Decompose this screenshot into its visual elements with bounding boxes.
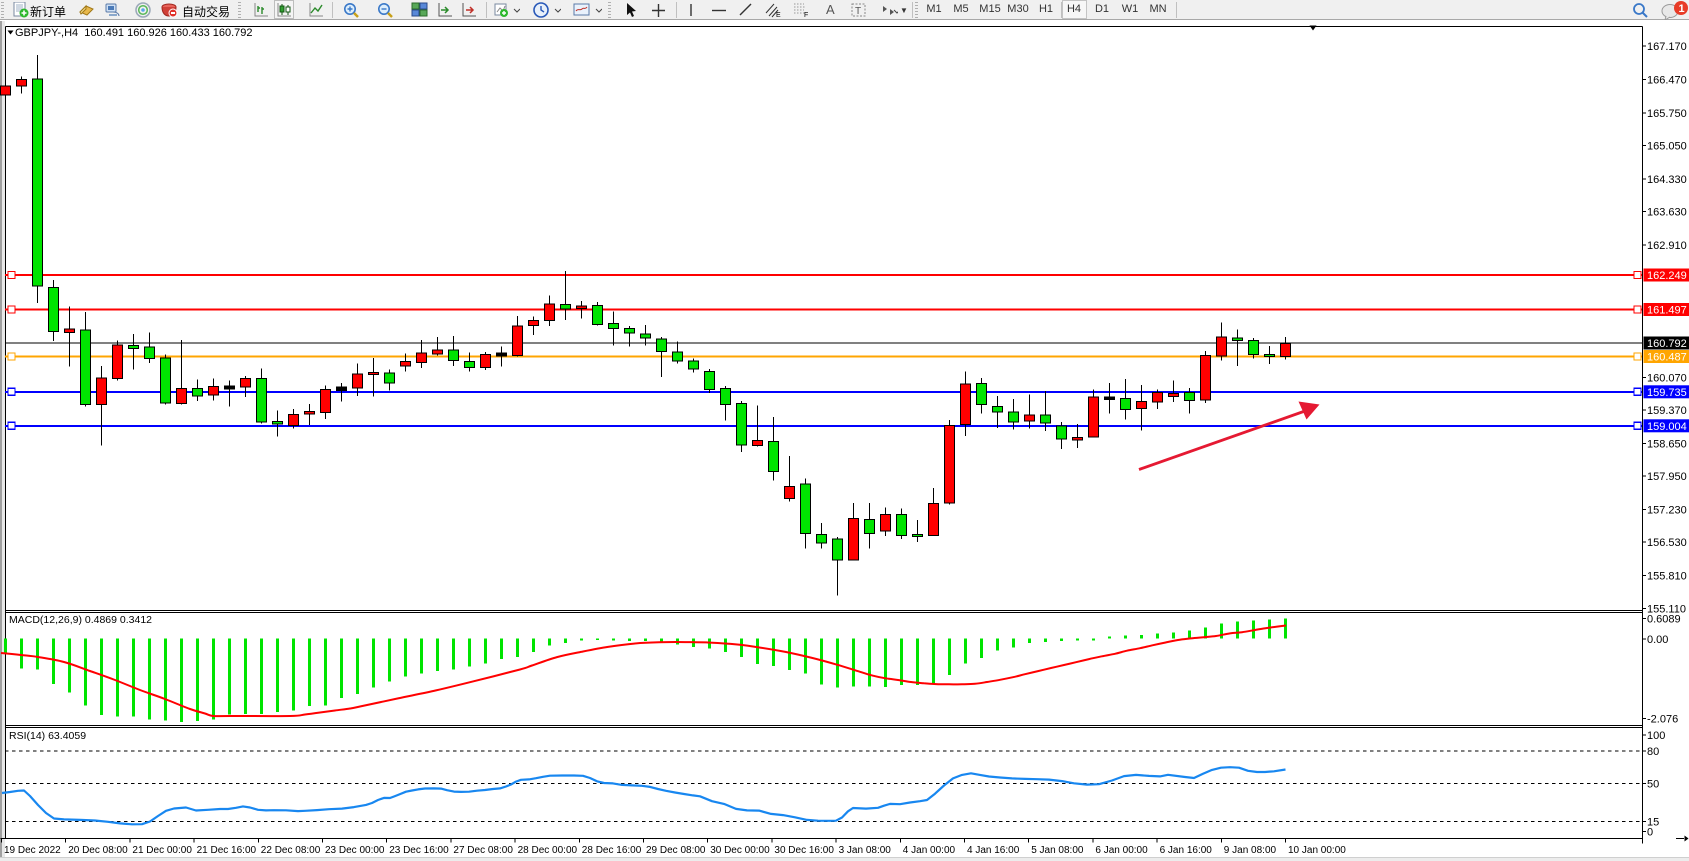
svg-text:23 Dec 00:00: 23 Dec 00:00 [325, 845, 385, 856]
svg-text:80: 80 [1647, 746, 1659, 758]
svg-text:20 Dec 08:00: 20 Dec 08:00 [68, 845, 128, 856]
svg-text:167.170: 167.170 [1647, 41, 1687, 53]
svg-text:159.735: 159.735 [1647, 387, 1687, 399]
svg-text:6 Jan 00:00: 6 Jan 00:00 [1095, 845, 1148, 856]
svg-text:165.750: 165.750 [1647, 108, 1687, 120]
svg-text:100: 100 [1647, 730, 1665, 742]
svg-text:0.6089: 0.6089 [1647, 613, 1681, 625]
svg-text:T: T [855, 6, 861, 17]
svg-text:159.004: 159.004 [1647, 421, 1687, 433]
svg-text:0.00: 0.00 [1647, 634, 1668, 646]
svg-text:155.810: 155.810 [1647, 571, 1687, 583]
svg-text:162.249: 162.249 [1647, 270, 1687, 282]
svg-text:30 Dec 00:00: 30 Dec 00:00 [710, 845, 770, 856]
svg-text:0: 0 [1647, 827, 1653, 839]
svg-text:160.792: 160.792 [1647, 338, 1687, 350]
svg-text:RSI(14) 63.4059: RSI(14) 63.4059 [9, 730, 86, 742]
svg-text:5 Jan 08:00: 5 Jan 08:00 [1031, 845, 1084, 856]
svg-text:21 Dec 16:00: 21 Dec 16:00 [197, 845, 257, 856]
svg-text:23 Dec 16:00: 23 Dec 16:00 [389, 845, 449, 856]
svg-text:160.487: 160.487 [1647, 352, 1687, 364]
svg-text:163.630: 163.630 [1647, 207, 1687, 219]
svg-text:155.110: 155.110 [1647, 603, 1686, 615]
svg-text:GBPJPY-,H4 160.491 160.926 16: GBPJPY-,H4 160.491 160.926 160.433 160.7… [15, 27, 253, 39]
svg-text:29 Dec 08:00: 29 Dec 08:00 [646, 845, 706, 856]
svg-text:F: F [804, 12, 808, 19]
svg-text:160.070: 160.070 [1647, 372, 1687, 384]
svg-text:22 Dec 08:00: 22 Dec 08:00 [261, 845, 321, 856]
svg-text:10 Jan 00:00: 10 Jan 00:00 [1288, 845, 1346, 856]
svg-text:27 Dec 08:00: 27 Dec 08:00 [453, 845, 513, 856]
svg-text:MACD(12,26,9) 0.4869 0.3412: MACD(12,26,9) 0.4869 0.3412 [9, 614, 152, 626]
svg-text:157.230: 157.230 [1647, 505, 1687, 517]
svg-text:50: 50 [1647, 779, 1659, 791]
svg-text:21 Dec 00:00: 21 Dec 00:00 [132, 845, 192, 856]
svg-text:9 Jan 08:00: 9 Jan 08:00 [1224, 845, 1277, 856]
svg-text:164.330: 164.330 [1647, 174, 1687, 186]
svg-text:159.370: 159.370 [1647, 405, 1687, 417]
svg-text:4 Jan 00:00: 4 Jan 00:00 [903, 845, 956, 856]
svg-text:E: E [776, 12, 781, 19]
svg-text:4 Jan 16:00: 4 Jan 16:00 [967, 845, 1020, 856]
svg-text:1: 1 [1679, 3, 1685, 15]
svg-text:158.650: 158.650 [1647, 439, 1687, 451]
svg-text:166.470: 166.470 [1647, 75, 1687, 87]
svg-text:28 Dec 16:00: 28 Dec 16:00 [582, 845, 642, 856]
svg-text:30 Dec 16:00: 30 Dec 16:00 [774, 845, 834, 856]
svg-text:-2.076: -2.076 [1647, 714, 1678, 726]
svg-text:15: 15 [1647, 816, 1659, 828]
svg-text:156.530: 156.530 [1647, 537, 1687, 549]
svg-text:19 Dec 2022: 19 Dec 2022 [4, 845, 61, 856]
svg-text:165.050: 165.050 [1647, 141, 1687, 153]
svg-text:28 Dec 00:00: 28 Dec 00:00 [518, 845, 578, 856]
svg-text:157.950: 157.950 [1647, 471, 1687, 483]
svg-text:3 Jan 08:00: 3 Jan 08:00 [839, 845, 892, 856]
svg-text:161.497: 161.497 [1647, 305, 1687, 317]
svg-text:6 Jan 16:00: 6 Jan 16:00 [1160, 845, 1213, 856]
svg-text:162.910: 162.910 [1647, 240, 1687, 252]
